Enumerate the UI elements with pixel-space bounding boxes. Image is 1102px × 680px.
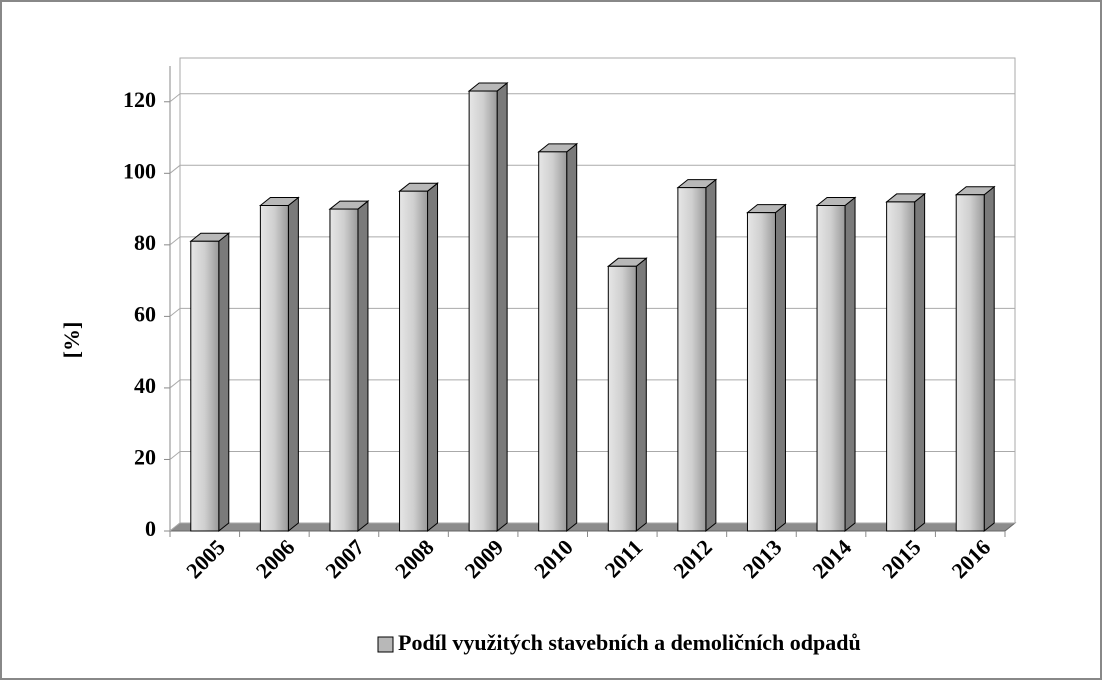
bar bbox=[537, 142, 579, 533]
bar bbox=[676, 178, 718, 533]
bar-front bbox=[607, 265, 637, 532]
bar-front bbox=[468, 90, 498, 532]
y-tick-label: 60 bbox=[134, 301, 156, 326]
bar-side bbox=[566, 142, 578, 533]
bar-front bbox=[538, 151, 568, 532]
bar-front bbox=[329, 208, 359, 532]
bar-side bbox=[218, 232, 230, 533]
grid-side bbox=[169, 236, 181, 246]
bar-side bbox=[914, 192, 926, 533]
bar-side bbox=[774, 203, 786, 533]
grid-side bbox=[169, 379, 181, 389]
legend-label: Podíl využitých stavebních a demoličních… bbox=[398, 630, 861, 655]
bar-front bbox=[259, 205, 289, 532]
bar-side bbox=[287, 196, 299, 533]
bar-side bbox=[427, 182, 439, 533]
bar-side bbox=[635, 257, 647, 533]
bar bbox=[467, 81, 509, 533]
bar-front bbox=[399, 190, 429, 532]
bar-side bbox=[357, 200, 369, 533]
bar-front bbox=[886, 201, 916, 532]
y-axis-title: [%] bbox=[59, 322, 84, 359]
bar bbox=[885, 192, 927, 533]
grid-side bbox=[169, 93, 181, 103]
bar-side bbox=[496, 81, 508, 533]
y-tick-label: 80 bbox=[134, 230, 156, 255]
bar-front bbox=[677, 187, 707, 532]
legend-swatch bbox=[377, 636, 394, 653]
bar-front bbox=[955, 194, 985, 532]
grid-side bbox=[169, 451, 181, 460]
bar-side bbox=[705, 178, 717, 533]
bar bbox=[746, 203, 787, 533]
y-tick-label: 100 bbox=[123, 158, 156, 183]
bar bbox=[258, 196, 300, 533]
bar-front bbox=[190, 240, 220, 532]
bar bbox=[606, 257, 648, 533]
bar-side bbox=[983, 185, 995, 533]
y-tick-label: 120 bbox=[123, 87, 156, 112]
y-tick-label: 20 bbox=[134, 445, 156, 470]
bar bbox=[328, 200, 370, 533]
grid-side bbox=[169, 164, 181, 174]
bar-front bbox=[816, 205, 846, 532]
bar-side bbox=[844, 196, 856, 533]
bar bbox=[815, 196, 857, 533]
bar bbox=[954, 185, 996, 533]
grid-side bbox=[169, 307, 181, 317]
y-tick-label: 0 bbox=[145, 516, 156, 541]
y-tick-label: 40 bbox=[134, 373, 156, 398]
bar bbox=[398, 182, 439, 533]
grid-side bbox=[169, 522, 181, 532]
bar-front bbox=[746, 212, 776, 532]
bar bbox=[189, 232, 231, 533]
